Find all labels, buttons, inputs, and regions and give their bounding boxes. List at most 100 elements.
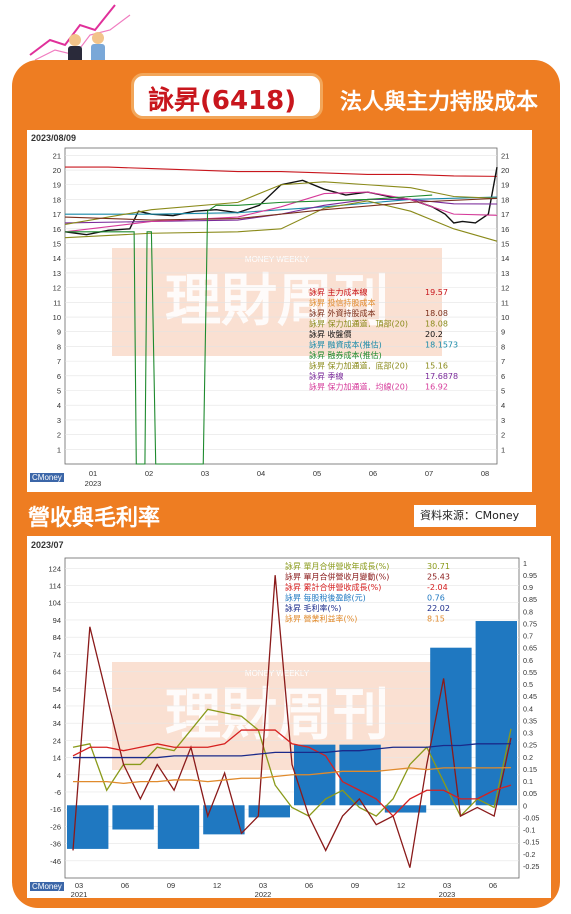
cmoney-logo-1: CMoney [30,473,64,482]
y-tick-right: 10 [501,313,509,322]
legend-label: 詠昇 收盤價 [309,329,352,339]
y-tick-right: 7 [501,357,505,366]
series-line [64,166,498,236]
legend-value: 20.2 [425,330,443,339]
y-tick-right: 2 [501,431,505,440]
y-tick-left: 19 [53,181,61,190]
y-tick-left: 17 [53,210,61,219]
revenue-bar-chart: 理財周刊 MONEY WEEKLY -46 -36 -26 -16 -6 4 14 24 34 44 5… [48,557,539,899]
y-tick-left: 114 [49,582,61,591]
y-tick-left: 18 [53,195,61,204]
x-tick: 06 [305,881,313,890]
legend-label: 詠昇 營業利益率(%) [285,614,357,624]
y-tick-right: 0.05 [523,789,537,798]
y-tick-left: 11 [53,298,61,307]
y-tick-right: 21 [501,151,509,160]
series-line [65,166,498,177]
series-line [73,766,512,785]
y-tick-right: 0 [523,801,527,810]
legend-label: 詠昇 每股稅後盈餘(元) [285,593,366,603]
y-tick-right: 11 [501,298,509,307]
y-tick-right: 13 [501,269,509,278]
y-tick-left: 54 [53,685,61,694]
cost-chart-panel: 理財周刊 MONEY WEEKLY 1 1 2 2 3 3 4 4 5 5 6 6 7 7 8 8 9 9 10 10 11… [27,130,532,492]
series-line [64,200,498,242]
y-tick-left: 13 [53,269,61,278]
y-tick-right: 0.95 [523,571,537,580]
y-tick-right: 9 [501,328,505,337]
legend-value: 8.15 [427,615,445,624]
legend-label: 詠昇 單月合併營收月變動(%) [285,572,389,582]
legend-label: 詠昇 保力加通道．底部(20) [309,361,408,371]
y-tick-right: 0.1 [523,777,533,786]
y-tick-left: 4 [57,401,61,410]
y-tick-right: 5 [501,387,505,396]
y-tick-right: 3 [501,416,505,425]
series-line [65,194,433,465]
y-tick-right: 1 [501,445,505,454]
series-line [64,197,498,221]
y-tick-right: 8 [501,342,505,351]
y-tick-right: 6 [501,372,505,381]
data-source: 資料來源：CMoney [414,505,536,527]
series-line [64,181,498,225]
x-tick: 02 [145,469,153,478]
title-box [131,73,323,119]
series-line [65,196,498,215]
y-tick-left: -36 [50,840,61,849]
y-tick-left: 14 [53,754,61,763]
legend-label: 詠昇 融券成本(推估) [309,350,382,360]
y-tick-right: -0.1 [523,826,535,835]
series-line [64,198,498,224]
chart2-date: 2023/07 [31,540,64,550]
y-tick-left: 44 [53,702,61,711]
legend-label: 詠昇 毛利率(%) [285,603,341,613]
legend-value: -2.04 [427,583,448,592]
legend-label: 詠昇 主力成本線 [309,287,368,297]
y-tick-left: 104 [48,599,61,608]
legend-value: 18.1573 [425,341,458,350]
y-tick-right: 0.65 [523,644,537,653]
x-tick: 06 [121,881,129,890]
watermark-text: 理財周刊 [165,269,389,332]
legend-label: 詠昇 累計合併營收成長(%) [285,582,381,592]
eps-bar [384,805,427,813]
legend-value: 16.92 [425,383,448,392]
watermark-subtext: MONEY WEEKLY [245,669,310,678]
y-tick-right: 14 [501,254,509,263]
page-subtitle: 法人與主力持股成本 [340,89,539,115]
y-tick-right: 1 [523,559,527,568]
y-tick-right: -0.25 [523,862,539,871]
eps-bar [112,805,154,830]
eps-bar [203,805,245,835]
series-line [73,743,512,759]
eps-bar [430,647,472,806]
y-tick-left: 3 [57,416,61,425]
x-tick: 08 [481,469,489,478]
legend-label: 詠昇 保力加通道．頂部(20) [309,319,408,329]
legend-label: 詠昇 投信持股成本 [309,298,376,308]
x-tick: 03 [259,881,267,890]
y-tick-left: 6 [57,372,61,381]
x-tick: 12 [397,881,405,890]
cmoney-logo-2: CMoney [30,882,64,891]
x-year-label: 2021 [71,890,88,898]
y-tick-left: 1 [57,445,61,454]
y-tick-right: 0.55 [523,668,537,677]
y-tick-left: 16 [53,225,61,234]
y-tick-right: 17 [501,210,509,219]
y-tick-right: -0.2 [523,850,535,859]
legend-value: 18.08 [425,320,448,329]
x-year-label: 2023 [85,479,102,488]
y-tick-right: 0.7 [523,632,533,641]
y-tick-left: 2 [57,431,61,440]
legend-value: 25.43 [427,573,450,582]
y-tick-right: 0.75 [523,619,537,628]
y-tick-left: 7 [57,357,61,366]
y-tick-right: 0.3 [523,729,533,738]
y-tick-right: 12 [501,284,509,293]
y-tick-right: 16 [501,225,509,234]
eps-bar [475,621,517,806]
x-tick: 07 [425,469,433,478]
